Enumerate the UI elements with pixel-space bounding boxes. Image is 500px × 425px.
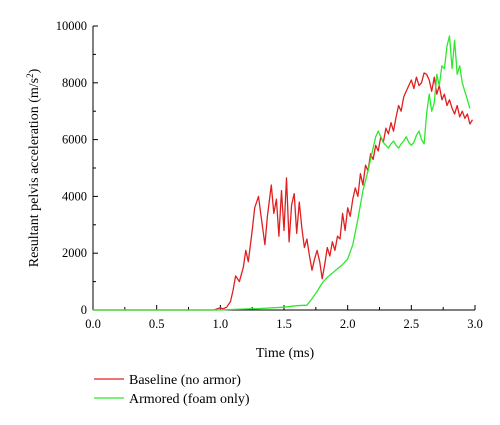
series-layer: [93, 35, 474, 311]
y-tick-label: 4000: [62, 189, 87, 203]
y-tick-label: 8000: [62, 76, 87, 90]
y-axis-title-text: Resultant pelvis acceleration (m/s: [27, 78, 42, 267]
axes: 0.0 0.5 1.0 1.5 2.0 2.5 3.0 0 2000 4000 6000 8000 10…: [56, 19, 483, 331]
x-tick-label: 1.0: [213, 317, 229, 331]
y-tick-label: 6000: [62, 133, 87, 147]
x-tick-label: 2.5: [404, 317, 420, 331]
y-tick-label: 2000: [62, 246, 87, 260]
series-line-baseline: [93, 72, 474, 311]
legend-label-baseline: Baseline (no armor): [129, 373, 241, 388]
y-axis-title-close: ): [27, 68, 42, 73]
x-tick-label: 2.0: [340, 317, 356, 331]
y-tick-label: 0: [81, 303, 87, 317]
legend-label-armored: Armored (foam only): [129, 392, 250, 407]
x-tick-label: 3.0: [467, 317, 483, 331]
x-tick-label: 0.0: [85, 317, 101, 331]
legend: Baseline (no armor) Armored (foam only): [94, 373, 250, 407]
y-axis-title: Resultant pelvis acceleration (m/s2): [25, 68, 42, 267]
y-axis-title-exponent: 2: [25, 73, 35, 78]
series-line-armored: [93, 35, 471, 311]
y-tick-label: 10000: [56, 19, 87, 33]
x-tick-label: 1.5: [276, 317, 292, 331]
x-tick-label: 0.5: [149, 317, 165, 331]
x-axis-title: Time (ms): [256, 346, 315, 361]
